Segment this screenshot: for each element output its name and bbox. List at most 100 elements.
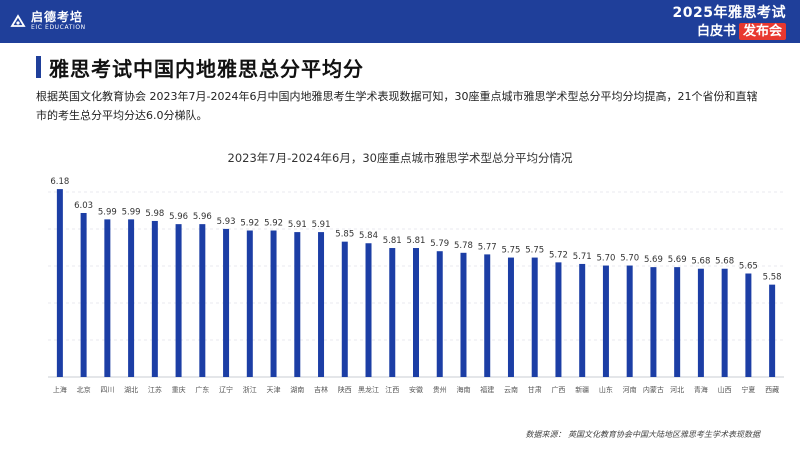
category-label-30: 西藏 xyxy=(765,385,779,394)
category-label-20: 甘肃 xyxy=(528,385,542,394)
category-label-24: 河南 xyxy=(623,385,637,394)
data-label-30: 5.58 xyxy=(763,273,782,283)
category-label-28: 山西 xyxy=(718,385,732,394)
event-line-2: 白皮书 发布会 xyxy=(673,23,786,40)
bar-24 xyxy=(626,265,633,377)
bar-29 xyxy=(745,273,752,377)
data-label-7: 5.93 xyxy=(217,217,236,227)
bar-22 xyxy=(579,263,586,377)
bar-20 xyxy=(531,257,538,377)
bar-9 xyxy=(270,230,277,377)
data-label-27: 5.68 xyxy=(691,257,710,267)
logo-cn-text: 启德考培 xyxy=(31,10,84,24)
data-label-18: 5.77 xyxy=(478,242,497,252)
category-label-8: 浙江 xyxy=(243,385,257,394)
category-label-12: 陕西 xyxy=(338,385,352,394)
bar-14 xyxy=(389,248,396,377)
category-label-25: 内蒙古 xyxy=(643,385,664,394)
data-label-23: 5.70 xyxy=(596,254,615,264)
bar-19 xyxy=(507,257,514,377)
bar-21 xyxy=(555,262,562,377)
data-label-17: 5.78 xyxy=(454,241,473,251)
page-description: 根据英国文化教育协会 2023年7月-2024年6月中国内地雅思考生学术表现数据… xyxy=(36,90,758,122)
logo-en-text: EIC EDUCATION xyxy=(31,24,86,31)
category-label-10: 湖南 xyxy=(290,385,304,394)
bar-26 xyxy=(674,267,681,377)
bar-7 xyxy=(223,228,230,377)
category-label-19: 云南 xyxy=(504,385,518,394)
data-label-0: 6.18 xyxy=(50,177,69,187)
data-label-11: 5.91 xyxy=(312,220,331,230)
source-note: 数据来源： 英国文化教育协会中国大陆地区雅思考生学术表现数据 xyxy=(525,430,760,439)
data-label-19: 5.75 xyxy=(501,246,520,256)
bar-5 xyxy=(175,224,182,377)
event-line-1: 2025年雅思考试 xyxy=(672,5,786,21)
bar-3 xyxy=(128,219,135,377)
category-label-27: 青海 xyxy=(694,385,708,394)
category-label-4: 江苏 xyxy=(148,385,162,394)
category-label-14: 江西 xyxy=(385,386,399,394)
bar-0 xyxy=(56,189,63,377)
category-label-18: 福建 xyxy=(480,385,494,394)
title-accent-bar xyxy=(36,56,41,78)
bar-10 xyxy=(294,232,301,377)
bar-18 xyxy=(484,254,491,377)
category-label-1: 北京 xyxy=(77,385,91,394)
event-line-2-prefix: 白皮书 xyxy=(696,24,736,39)
data-label-12: 5.85 xyxy=(335,230,354,240)
bar-6 xyxy=(199,224,206,377)
data-label-4: 5.98 xyxy=(145,209,164,219)
data-label-6: 5.96 xyxy=(193,212,212,222)
category-label-23: 山东 xyxy=(599,385,613,394)
chart-title: 2023年7月-2024年6月，30座重点城市雅思学术型总分平均分情况 xyxy=(227,151,573,165)
event-title: 2025年雅思考试 白皮书 发布会 xyxy=(673,5,786,40)
category-label-6: 广东 xyxy=(195,385,209,394)
data-label-14: 5.81 xyxy=(383,236,402,246)
bar-30 xyxy=(769,284,776,377)
category-label-17: 海南 xyxy=(456,385,470,394)
category-label-2: 四川 xyxy=(100,386,114,394)
bar-11 xyxy=(318,232,325,377)
category-label-9: 天津 xyxy=(267,386,281,394)
data-label-21: 5.72 xyxy=(549,250,568,260)
data-label-22: 5.71 xyxy=(573,252,592,262)
category-label-16: 贵州 xyxy=(433,385,447,394)
bar-15 xyxy=(413,248,419,377)
data-label-16: 5.79 xyxy=(430,239,449,249)
header-bar: 启德考培 EIC EDUCATION 2025年雅思考试 白皮书 发布会 xyxy=(0,0,800,43)
bar-8 xyxy=(246,230,253,377)
bar-12 xyxy=(341,241,348,377)
data-label-5: 5.96 xyxy=(169,212,188,222)
bar-1 xyxy=(80,212,87,377)
bar-17 xyxy=(460,252,467,377)
data-label-13: 5.84 xyxy=(359,231,378,241)
category-label-5: 重庆 xyxy=(172,385,186,394)
data-label-8: 5.92 xyxy=(240,219,259,229)
data-label-15: 5.81 xyxy=(407,236,426,246)
data-label-26: 5.69 xyxy=(668,255,687,265)
bar-16 xyxy=(436,251,443,377)
data-label-20: 5.75 xyxy=(525,246,544,256)
bar-27 xyxy=(697,268,704,377)
data-label-9: 5.92 xyxy=(264,219,283,229)
logo-mark-icon xyxy=(10,13,26,29)
category-label-26: 河北 xyxy=(670,386,684,394)
page-title-block: 雅思考试中国内地雅思总分平均分 xyxy=(36,54,364,81)
data-label-1: 6.03 xyxy=(74,201,93,211)
category-label-21: 广西 xyxy=(551,385,565,394)
category-label-13: 黑龙江 xyxy=(358,385,379,394)
data-label-25: 5.69 xyxy=(644,255,663,265)
bar-4 xyxy=(151,220,158,377)
category-label-3: 湖北 xyxy=(124,385,138,394)
data-label-3: 5.99 xyxy=(122,207,141,217)
category-label-0: 上海 xyxy=(53,385,67,394)
category-label-15: 安徽 xyxy=(409,385,423,394)
brand-logo: 启德考培 EIC EDUCATION xyxy=(10,7,86,35)
event-tag-badge: 发布会 xyxy=(738,23,786,40)
bar-28 xyxy=(721,268,728,377)
data-label-2: 5.99 xyxy=(98,207,117,217)
category-label-22: 新疆 xyxy=(575,385,589,394)
bar-13 xyxy=(365,243,372,377)
data-label-10: 5.91 xyxy=(288,220,307,230)
